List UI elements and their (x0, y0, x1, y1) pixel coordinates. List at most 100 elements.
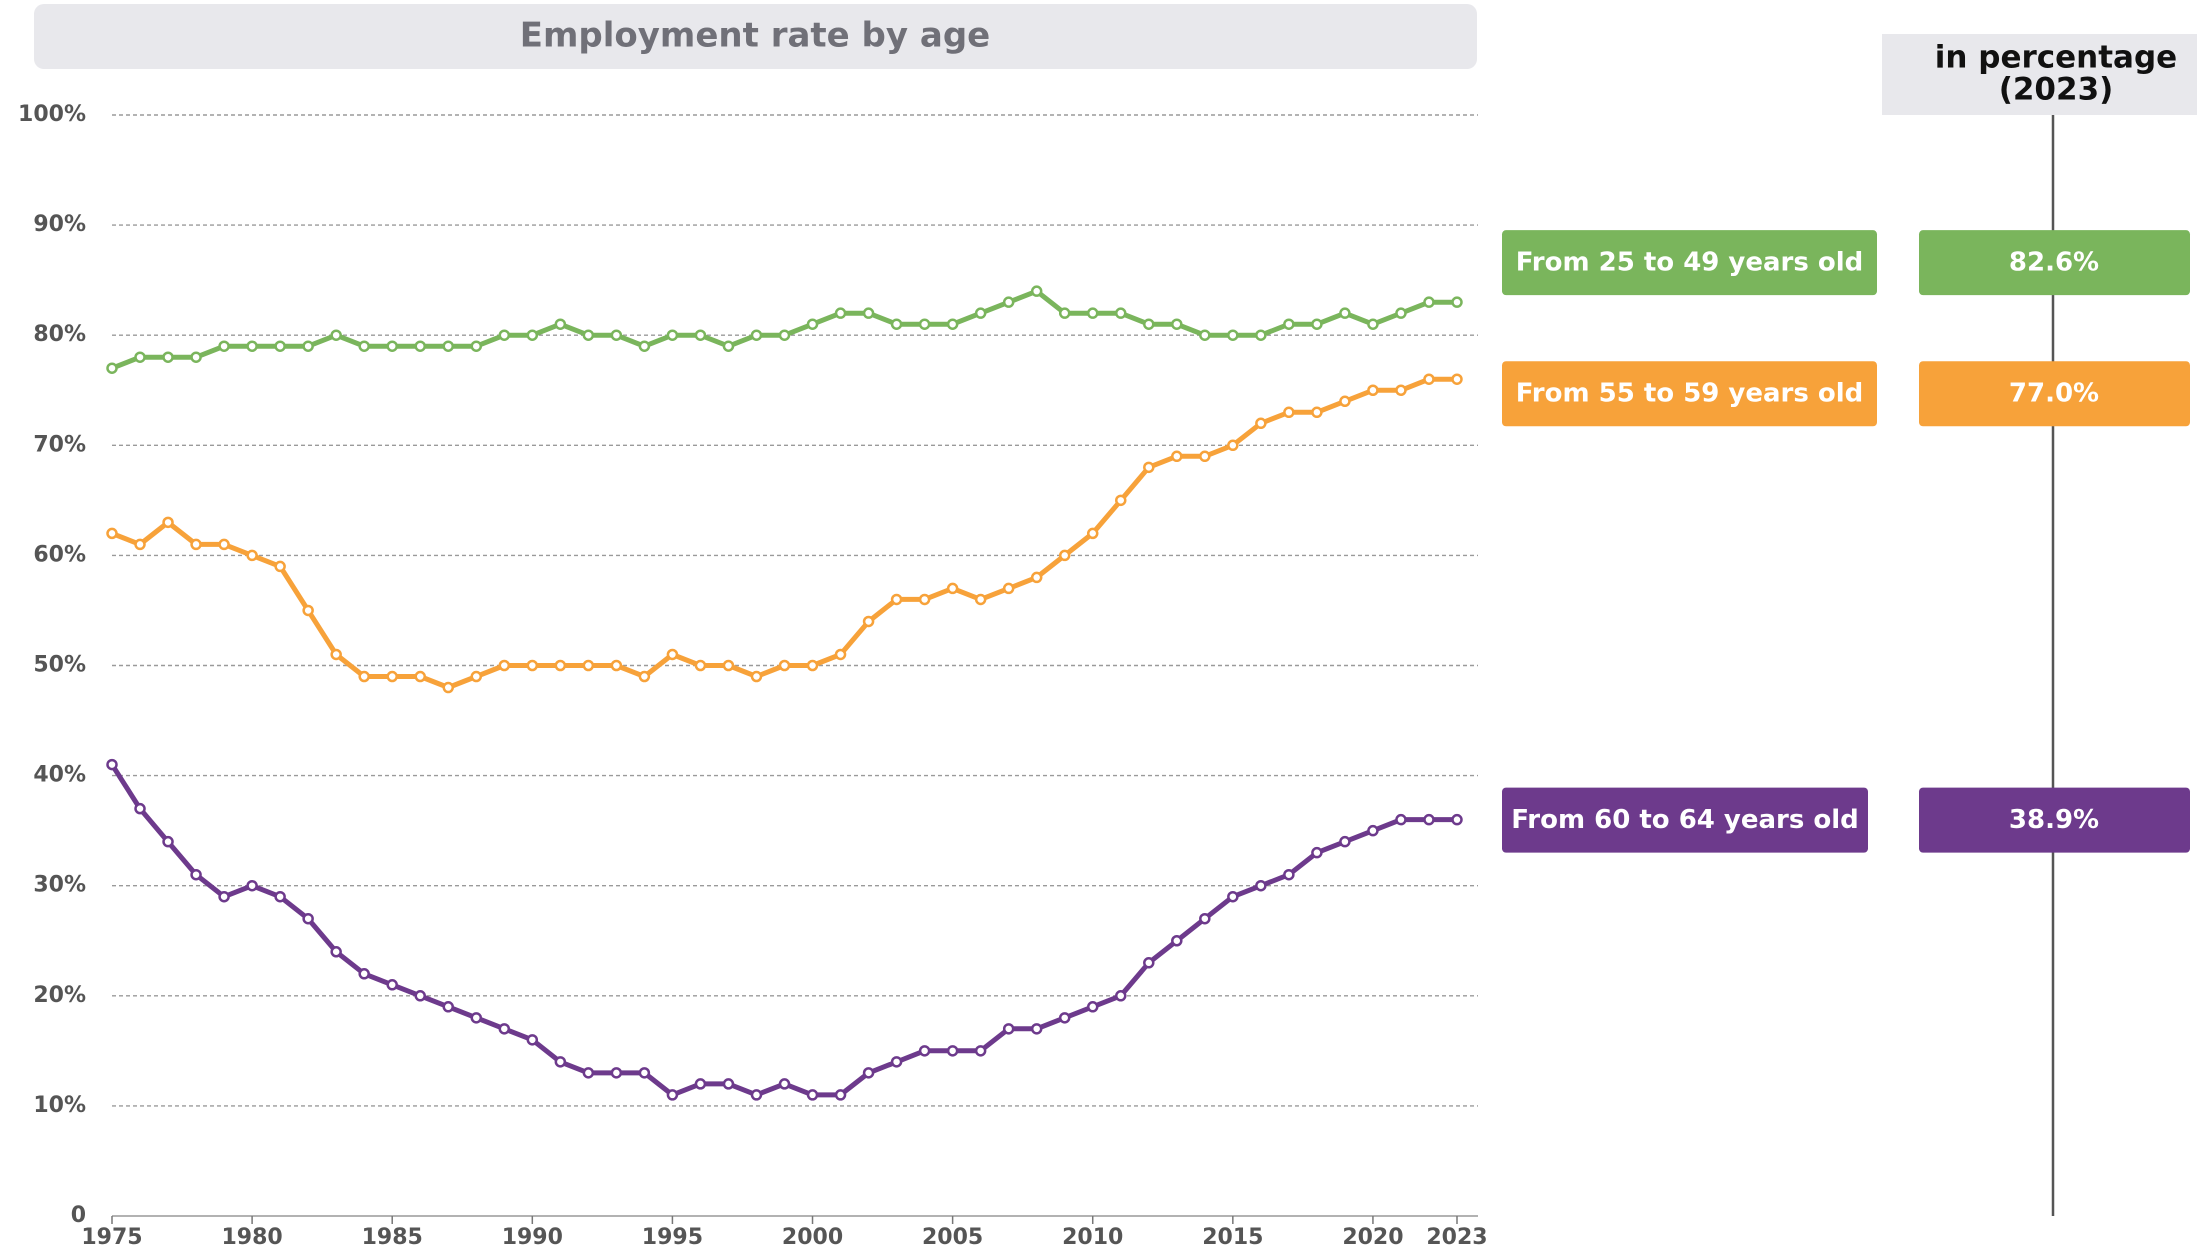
legend-box (1502, 361, 1877, 427)
point (358, 670, 370, 683)
point (330, 329, 342, 341)
point (974, 1045, 987, 1057)
point (862, 307, 875, 319)
point (442, 340, 454, 352)
point (1283, 406, 1295, 419)
point (1115, 990, 1127, 1002)
point (1423, 373, 1435, 385)
x-tick-label: 2000 (782, 1225, 843, 1249)
point (498, 1023, 511, 1035)
point (134, 802, 146, 815)
point (442, 681, 454, 694)
point (1143, 957, 1155, 969)
x-tick-label: 1985 (362, 1225, 423, 1249)
point (1199, 329, 1211, 341)
point (946, 318, 959, 330)
point (918, 593, 931, 606)
point (1227, 890, 1239, 903)
y-tick-label: 60% (33, 542, 86, 567)
point (1451, 296, 1463, 308)
point (694, 1078, 707, 1090)
point (806, 318, 819, 330)
point (1115, 307, 1127, 319)
y-tick-label: 90% (33, 212, 86, 237)
point (1171, 318, 1183, 330)
y-tick-label: 40% (33, 763, 86, 788)
point (554, 1056, 567, 1068)
point (1339, 307, 1351, 319)
value-box (1919, 787, 2190, 853)
point (890, 593, 903, 606)
point (1058, 549, 1071, 562)
series-line (109, 763, 1457, 1098)
point (750, 329, 763, 341)
x-tick-label: 1975 (81, 1225, 142, 1249)
y-tick-label: 20% (33, 983, 86, 1008)
title-box (34, 4, 1477, 69)
point (442, 1001, 454, 1013)
point (666, 329, 679, 341)
point (974, 307, 987, 319)
point (526, 1034, 539, 1046)
point (246, 340, 258, 352)
point (246, 879, 258, 892)
point (274, 890, 286, 903)
y-tick-label: 10% (33, 1093, 86, 1118)
point (470, 340, 483, 352)
value-label: 77.0% (2009, 379, 2099, 409)
point (554, 318, 567, 330)
x-tick-label: 2020 (1342, 1225, 1403, 1249)
point (498, 329, 511, 341)
point (1199, 450, 1211, 463)
value-label: 38.9% (2009, 805, 2099, 835)
point (1002, 1023, 1015, 1035)
point (918, 1045, 931, 1057)
point (778, 1078, 791, 1090)
point (890, 318, 903, 330)
x-tick-label: 1990 (502, 1225, 563, 1249)
point (274, 340, 286, 352)
point (1143, 318, 1155, 330)
point (694, 659, 707, 672)
point (666, 648, 679, 661)
point (946, 582, 959, 595)
point (890, 1056, 903, 1068)
point (358, 968, 370, 980)
point (694, 329, 707, 341)
point (1030, 1023, 1043, 1035)
point (582, 1067, 595, 1079)
x-tick-label: 2023 (1426, 1225, 1487, 1249)
point (106, 527, 118, 540)
point (722, 1078, 735, 1090)
legend-label: From 55 to 59 years old (1516, 379, 1864, 409)
point (1339, 395, 1351, 408)
point (526, 659, 539, 672)
point (1311, 846, 1323, 859)
point (274, 560, 286, 573)
point (498, 659, 511, 672)
point (582, 659, 595, 672)
point (1367, 384, 1379, 396)
point (218, 890, 230, 903)
point (1227, 439, 1239, 452)
point (1171, 450, 1183, 463)
point (1367, 824, 1379, 837)
point (1199, 912, 1211, 925)
point (1002, 582, 1015, 595)
x-tick-label: 2005 (922, 1225, 983, 1249)
legend-box (1502, 230, 1877, 296)
x-tick-label: 1995 (642, 1225, 703, 1249)
point (778, 659, 791, 672)
point (1367, 318, 1379, 330)
point (1030, 285, 1043, 297)
point (386, 979, 398, 991)
point (190, 868, 202, 881)
point (554, 659, 567, 672)
point (134, 351, 146, 363)
point (834, 1089, 847, 1101)
point (106, 758, 118, 771)
point (414, 670, 426, 683)
point (1143, 461, 1155, 474)
point (918, 318, 931, 330)
